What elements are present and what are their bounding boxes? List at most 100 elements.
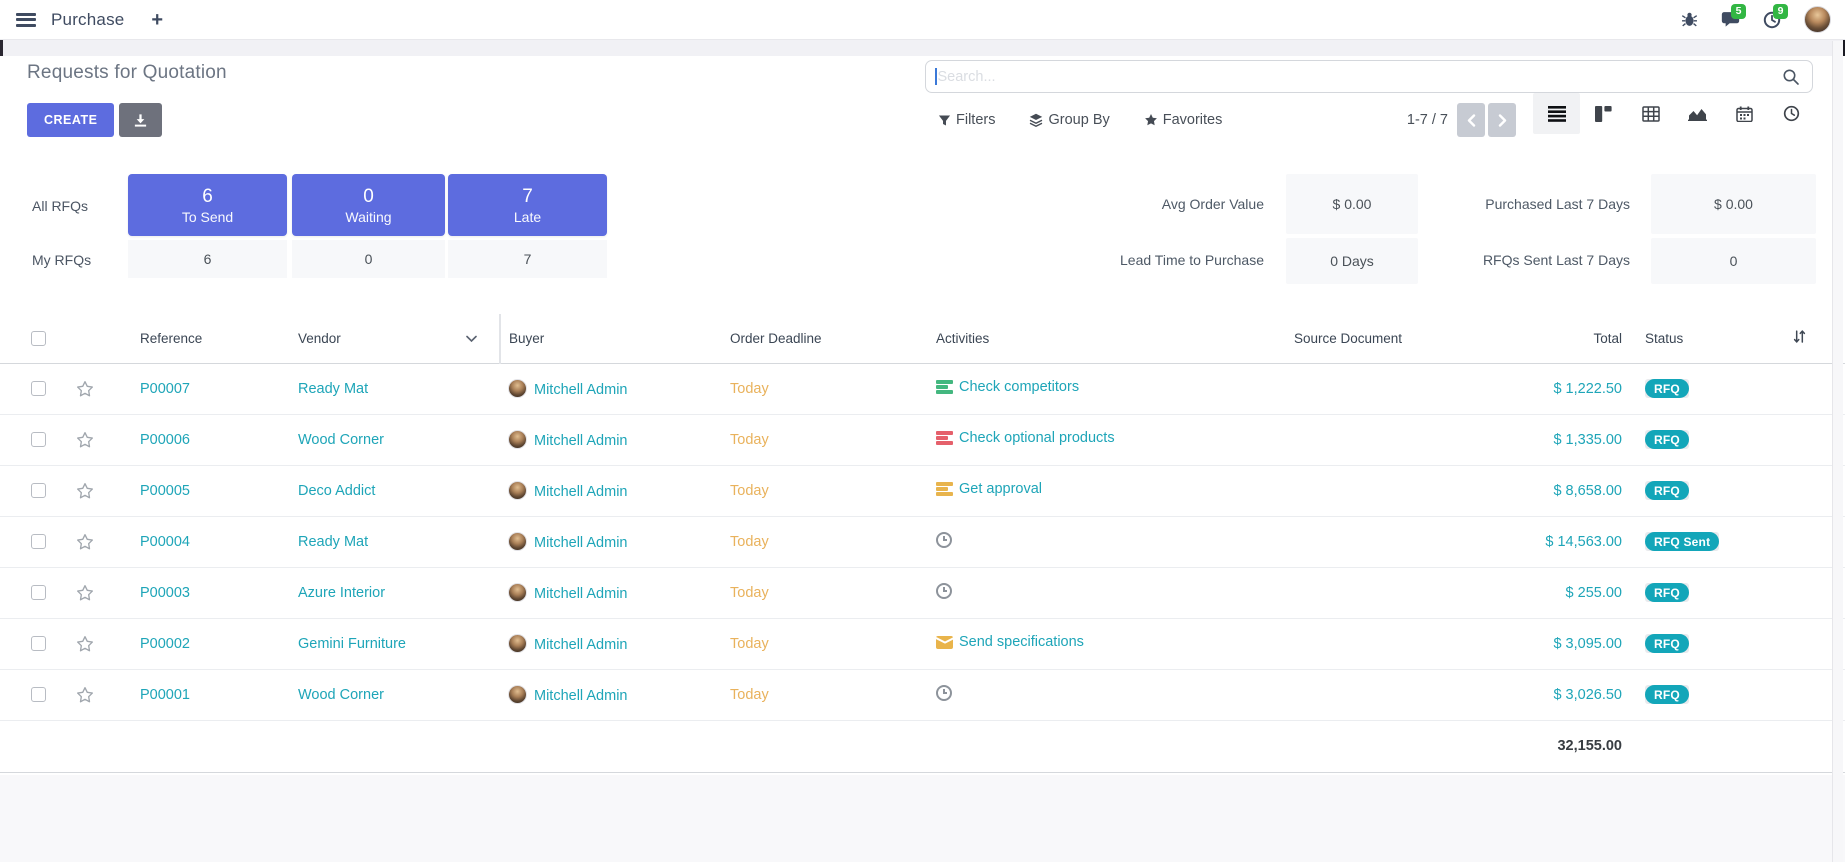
buyer-link[interactable]: Mitchell Admin (534, 637, 628, 653)
favorite-star-toggle[interactable] (75, 685, 95, 705)
debug-bug-icon[interactable] (1681, 11, 1698, 28)
my-late-cell[interactable]: 7 (448, 240, 607, 278)
activity-label[interactable]: Check optional products (959, 430, 1115, 446)
reference-link[interactable]: P00006 (140, 431, 190, 448)
favorite-star-toggle[interactable] (75, 481, 95, 501)
filters-button[interactable]: Filters (938, 112, 995, 128)
new-tab-button[interactable]: + (151, 8, 164, 31)
buyer-link[interactable]: Mitchell Admin (534, 484, 628, 500)
row-checkbox[interactable] (31, 483, 46, 499)
optional-columns-button[interactable] (1754, 314, 1845, 364)
messages-button[interactable]: 5 (1721, 4, 1746, 28)
pager-next-button[interactable] (1488, 103, 1516, 137)
header-buyer[interactable]: Buyer (499, 314, 722, 364)
card-late[interactable]: 7 Late (448, 174, 607, 236)
row-checkbox[interactable] (31, 432, 46, 448)
user-avatar[interactable] (1804, 6, 1831, 33)
view-list-button[interactable] (1533, 93, 1580, 134)
table-row[interactable]: P00001 Wood Corner Mitchell Admin Today … (0, 669, 1845, 721)
app-menu-purchase[interactable]: Purchase (51, 9, 125, 29)
activity-label[interactable]: Check competitors (959, 379, 1080, 395)
header-activities[interactable]: Activities (928, 314, 1286, 364)
vendor-link[interactable]: Azure Interior (298, 584, 386, 601)
header-status[interactable]: Status (1634, 314, 1754, 364)
header-total[interactable]: Total (1508, 314, 1634, 364)
table-row[interactable]: P00006 Wood Corner Mitchell Admin Today … (0, 414, 1845, 466)
vendor-link[interactable]: Gemini Furniture (298, 635, 406, 652)
activity-icon[interactable] (936, 582, 952, 599)
activity-cell[interactable]: Get approval (936, 481, 1042, 497)
reference-link[interactable]: P00003 (140, 584, 190, 601)
activity-cell[interactable] (936, 582, 958, 599)
row-checkbox[interactable] (31, 687, 46, 703)
row-checkbox[interactable] (31, 534, 46, 550)
favorite-star-toggle[interactable] (75, 379, 95, 399)
buyer-link[interactable]: Mitchell Admin (534, 688, 628, 704)
view-pivot-button[interactable] (1627, 93, 1674, 134)
vendor-link[interactable]: Ready Mat (298, 533, 369, 550)
buyer-link[interactable]: Mitchell Admin (534, 586, 628, 602)
activity-cell[interactable] (936, 684, 958, 701)
vendor-link[interactable]: Wood Corner (298, 431, 384, 448)
buyer-link[interactable]: Mitchell Admin (534, 382, 628, 398)
activity-icon[interactable] (936, 431, 953, 445)
favorites-button[interactable]: Favorites (1144, 112, 1222, 128)
header-order-deadline[interactable]: Order Deadline (722, 314, 928, 364)
row-checkbox[interactable] (31, 381, 46, 397)
view-calendar-button[interactable] (1721, 93, 1768, 134)
reference-link[interactable]: P00001 (140, 686, 190, 703)
vendor-link[interactable]: Ready Mat (298, 380, 369, 397)
activity-cell[interactable]: Send specifications (936, 634, 1084, 650)
favorite-star-toggle[interactable] (75, 430, 95, 450)
reference-link[interactable]: P00002 (140, 635, 190, 652)
reference-link[interactable]: P00004 (140, 533, 190, 550)
header-vendor[interactable]: Vendor (264, 314, 500, 364)
table-row[interactable]: P00007 Ready Mat Mitchell Admin Today Ch… (0, 363, 1845, 415)
table-row[interactable]: P00003 Azure Interior Mitchell Admin Tod… (0, 567, 1845, 619)
view-kanban-button[interactable] (1580, 93, 1627, 134)
buyer-link[interactable]: Mitchell Admin (534, 535, 628, 551)
pager-previous-button[interactable] (1457, 103, 1485, 137)
activity-icon[interactable] (936, 380, 953, 394)
favorite-star-toggle[interactable] (75, 634, 95, 654)
favorite-star-toggle[interactable] (75, 532, 95, 552)
vendor-link[interactable]: Deco Addict (298, 482, 376, 499)
header-reference[interactable]: Reference (106, 314, 264, 364)
activity-cell[interactable]: Check optional products (936, 430, 1115, 446)
export-button[interactable] (119, 103, 162, 137)
search-icon[interactable] (1782, 68, 1800, 86)
activity-icon[interactable] (936, 482, 953, 496)
favorite-star-toggle[interactable] (75, 583, 95, 603)
reference-link[interactable]: P00007 (140, 380, 190, 397)
activity-label[interactable]: Send specifications (959, 634, 1084, 651)
view-activity-button[interactable] (1768, 93, 1815, 134)
reference-link[interactable]: P00005 (140, 482, 190, 499)
activities-button[interactable]: 9 (1763, 3, 1788, 29)
table-row[interactable]: P00004 Ready Mat Mitchell Admin Today $ … (0, 516, 1845, 568)
group-by-button[interactable]: Group By (1029, 112, 1110, 128)
activity-label[interactable]: Get approval (959, 481, 1043, 497)
activity-cell[interactable]: Check competitors (936, 379, 1079, 395)
card-to-send[interactable]: 6 To Send (128, 174, 287, 236)
search-box[interactable] (925, 60, 1813, 93)
card-waiting[interactable]: 0 Waiting (292, 174, 445, 236)
activity-icon[interactable] (936, 684, 952, 701)
create-button[interactable]: CREATE (27, 103, 115, 137)
row-checkbox[interactable] (31, 585, 46, 601)
row-checkbox[interactable] (31, 636, 46, 652)
scrollbar[interactable] (1832, 41, 1843, 862)
table-row[interactable]: P00005 Deco Addict Mitchell Admin Today … (0, 465, 1845, 517)
activity-icon[interactable] (936, 635, 953, 649)
buyer-link[interactable]: Mitchell Admin (534, 433, 628, 449)
header-source-document[interactable]: Source Document (1286, 314, 1508, 364)
vendor-link[interactable]: Wood Corner (298, 686, 384, 703)
view-graph-button[interactable] (1674, 93, 1721, 134)
select-all-checkbox[interactable] (31, 331, 46, 347)
my-waiting-cell[interactable]: 0 (292, 240, 445, 278)
my-to-send-cell[interactable]: 6 (128, 240, 287, 278)
activity-icon[interactable] (936, 531, 952, 548)
search-input[interactable] (937, 68, 1782, 85)
hamburger-menu-icon[interactable] (16, 12, 36, 27)
table-row[interactable]: P00002 Gemini Furniture Mitchell Admin T… (0, 618, 1845, 670)
activity-cell[interactable] (936, 531, 958, 548)
